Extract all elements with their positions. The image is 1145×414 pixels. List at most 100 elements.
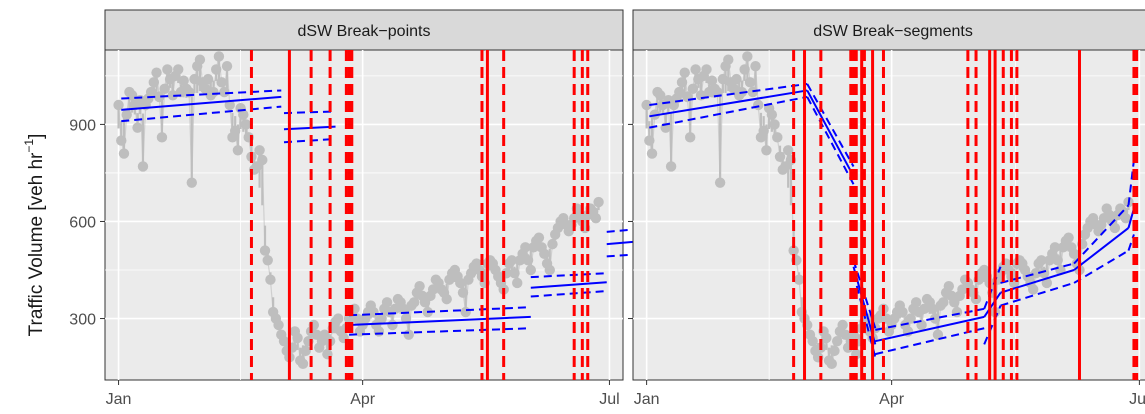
y-tick-label: 600 (69, 214, 96, 231)
data-point (593, 196, 604, 208)
data-point (1068, 248, 1080, 260)
data-point (262, 255, 273, 266)
data-point (210, 64, 222, 75)
data-point (457, 287, 469, 298)
data-point (509, 268, 520, 279)
data-point (219, 86, 230, 98)
data-point (769, 119, 780, 130)
data-point (278, 335, 290, 347)
fit-upper-band (1127, 159, 1135, 206)
x-tick-label: Jan (634, 391, 660, 408)
data-point (744, 77, 756, 88)
fit-lower-band (806, 96, 855, 185)
data-point (121, 109, 132, 120)
data-point (116, 135, 127, 146)
data-point (674, 86, 685, 98)
data-point (1063, 232, 1074, 243)
data-point (761, 145, 772, 156)
fit-line (875, 315, 985, 343)
data-point (717, 73, 729, 85)
fit-upper-band (121, 89, 282, 100)
data-point (970, 293, 982, 305)
data-point (173, 64, 184, 75)
point-connector (651, 114, 656, 154)
data-point (208, 86, 219, 98)
point-connector (142, 104, 147, 167)
data-point (753, 99, 764, 111)
data-point (224, 99, 235, 111)
data-point (520, 242, 531, 253)
data-point (159, 83, 170, 95)
data-point (831, 335, 843, 347)
data-point (522, 255, 534, 266)
data-point (221, 60, 233, 72)
data-point (216, 77, 227, 88)
data-point (238, 109, 249, 120)
fit-upper-band (1073, 204, 1130, 265)
x-tick-label: Apr (350, 391, 376, 408)
data-point (376, 313, 387, 324)
point-connector (269, 279, 274, 313)
data-point (547, 238, 558, 250)
strip-background (104, 9, 624, 51)
fit-lower-band (875, 327, 985, 356)
data-point (403, 329, 414, 340)
data-point (229, 125, 241, 137)
data-point (202, 73, 214, 85)
data-point (512, 277, 523, 289)
data-point (441, 293, 452, 305)
data-point (821, 332, 832, 344)
data-point (240, 119, 252, 130)
data-point (943, 280, 955, 292)
data-point (189, 73, 200, 85)
data-point (408, 297, 420, 308)
data-point (938, 297, 949, 308)
data-point (793, 274, 805, 285)
data-point (739, 64, 750, 75)
data-points (113, 51, 604, 370)
data-point (788, 245, 799, 256)
data-point (506, 255, 518, 266)
point-connector (191, 79, 196, 183)
point-connector (261, 159, 266, 251)
data-point (398, 303, 409, 315)
point-connector (226, 66, 231, 106)
axes: Jan Apr Jul (628, 123, 1145, 408)
data-point (701, 64, 712, 75)
data-point (750, 60, 761, 72)
data-point (1036, 255, 1047, 266)
fit-lower-band (349, 327, 531, 336)
x-tick-label: Jul (599, 391, 619, 408)
data-point (590, 213, 602, 224)
data-point (186, 177, 197, 188)
data-point (154, 91, 165, 103)
data-point (178, 75, 189, 86)
data-point (162, 64, 173, 75)
point-connector (117, 104, 122, 141)
data-point (772, 132, 783, 143)
data-point (927, 303, 938, 315)
data-point (232, 145, 244, 156)
data-point (414, 280, 425, 292)
fit-line (649, 89, 808, 118)
data-point (646, 148, 658, 159)
fit-line (806, 89, 855, 177)
y-axis-title-text: Traffic Volume [veh hr−1] (22, 134, 47, 337)
data-point (665, 161, 677, 172)
point-connector (716, 92, 721, 183)
panel-title: dSW Break−segments (813, 23, 973, 40)
data-point (829, 345, 840, 357)
data-point (837, 319, 848, 331)
data-point (1109, 222, 1121, 234)
data-point (641, 99, 652, 111)
data-point (1030, 268, 1042, 279)
data-point (118, 148, 130, 159)
fit-upper-band (283, 110, 336, 115)
data-point (113, 99, 124, 111)
data-point (766, 109, 778, 120)
data-point (758, 125, 769, 137)
data-point (826, 358, 837, 370)
point-connector (667, 100, 672, 167)
data-point (151, 67, 162, 78)
